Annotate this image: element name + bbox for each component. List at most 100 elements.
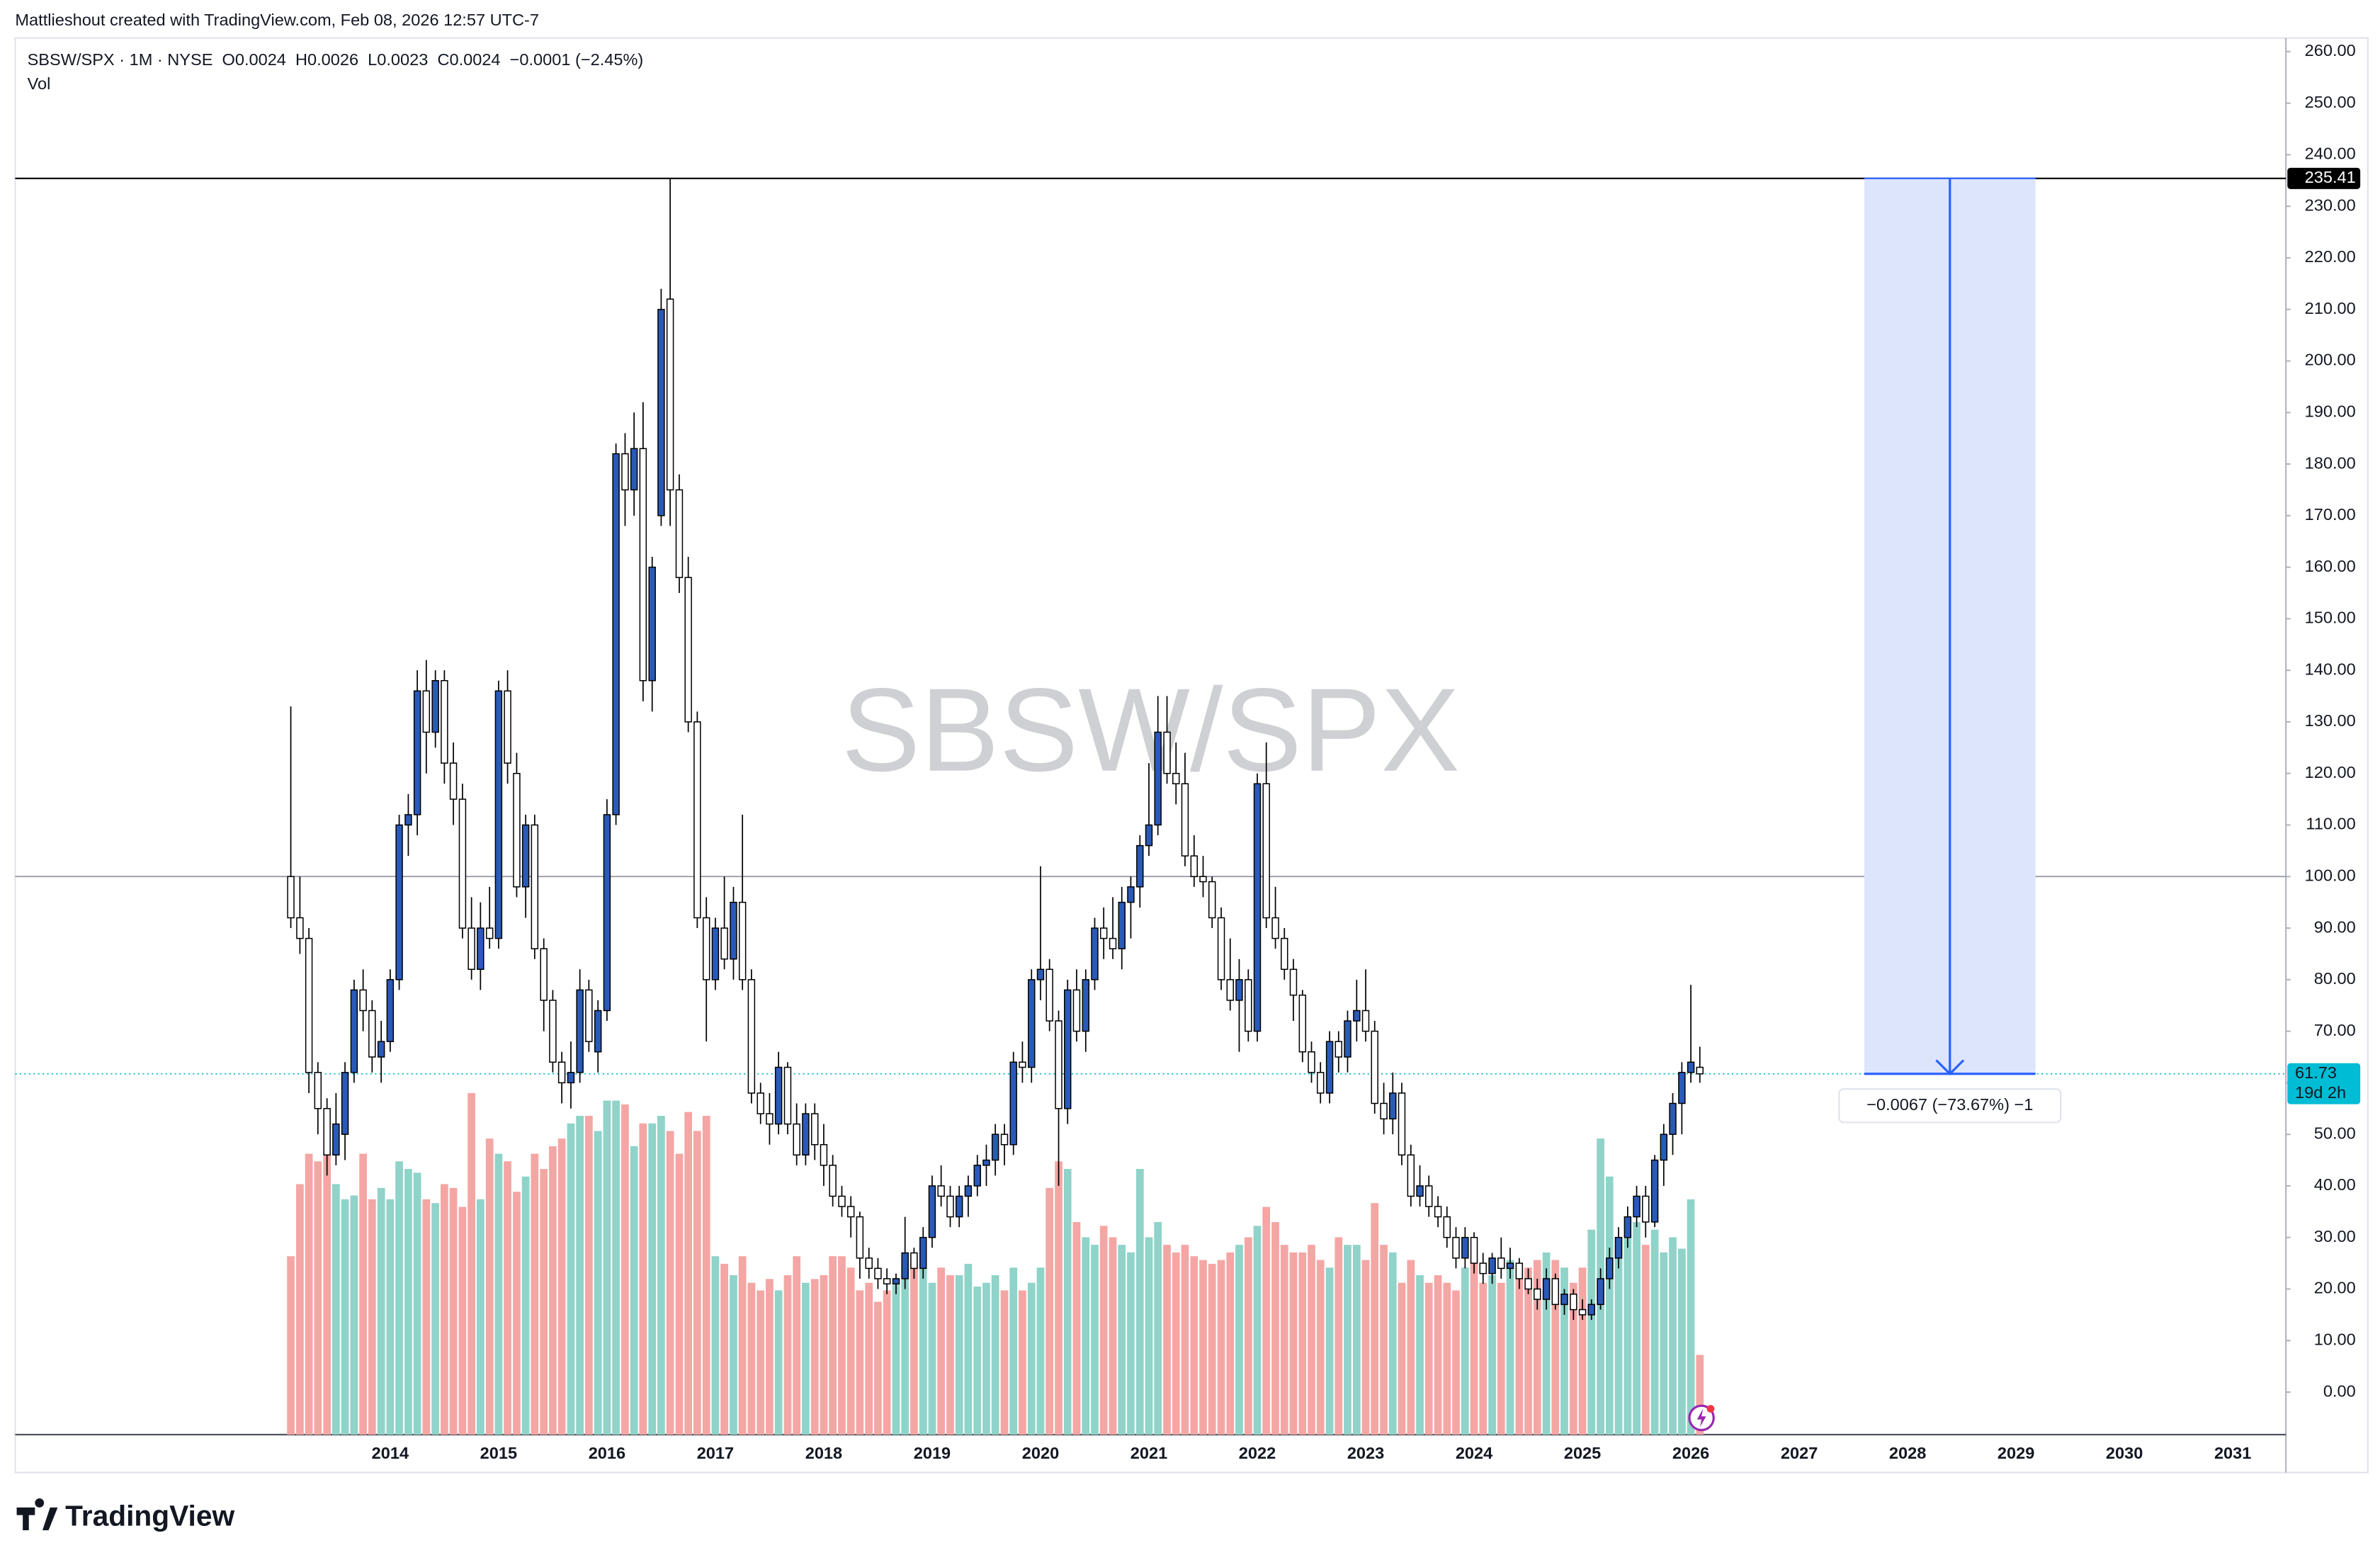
candle-body bbox=[458, 798, 467, 929]
candle-body bbox=[774, 1066, 783, 1125]
volume-bar bbox=[1479, 1282, 1488, 1435]
candle-body bbox=[494, 690, 503, 939]
candle-body bbox=[1624, 1216, 1632, 1238]
volume-bar bbox=[576, 1116, 584, 1435]
volume-bar bbox=[1506, 1260, 1514, 1435]
volume-bar bbox=[648, 1123, 657, 1435]
volume-bar bbox=[1624, 1237, 1632, 1435]
volume-bar bbox=[639, 1123, 647, 1435]
volume-bar bbox=[287, 1256, 295, 1435]
candle-body bbox=[1289, 968, 1298, 996]
candle-body bbox=[585, 989, 593, 1042]
candle-body bbox=[991, 1134, 999, 1161]
brand-logo: TradingView bbox=[16, 1498, 234, 1532]
candle-body bbox=[594, 1010, 602, 1053]
candle-body bbox=[1163, 731, 1171, 774]
candle-body bbox=[1072, 989, 1081, 1032]
volume-bar bbox=[1308, 1245, 1315, 1435]
volume-bar bbox=[1443, 1282, 1451, 1435]
high-price-label: 235.41 bbox=[2305, 168, 2356, 186]
symbol-legend: SBSW/SPX · 1M · NYSE O0.0024 H0.0026 L0.… bbox=[28, 50, 644, 69]
volume-bar bbox=[1398, 1282, 1406, 1435]
volume-bar bbox=[1424, 1282, 1433, 1435]
volume-bar bbox=[693, 1131, 701, 1435]
candle-body bbox=[937, 1185, 945, 1197]
volume-bar bbox=[1063, 1169, 1072, 1435]
volume-bar bbox=[612, 1100, 620, 1435]
volume-bar bbox=[919, 1267, 927, 1435]
candle-body bbox=[449, 762, 458, 800]
candle-body bbox=[1036, 968, 1045, 980]
volume-bar bbox=[1678, 1248, 1686, 1435]
volume-bar bbox=[1696, 1355, 1704, 1435]
volume-bar bbox=[1000, 1290, 1009, 1435]
y-tick-label: 260.00 bbox=[2305, 41, 2356, 60]
candle-body bbox=[1000, 1134, 1009, 1146]
candle-body bbox=[1479, 1262, 1487, 1274]
candle-body bbox=[576, 989, 584, 1073]
volume-bar bbox=[567, 1123, 575, 1435]
volume-bar bbox=[1154, 1222, 1162, 1435]
x-tick-label: 2031 bbox=[2214, 1444, 2251, 1462]
candle-body bbox=[1597, 1278, 1604, 1306]
x-tick-label: 2015 bbox=[480, 1444, 517, 1462]
candle-body bbox=[1028, 979, 1036, 1068]
candle-body bbox=[1262, 783, 1270, 919]
candle-body bbox=[811, 1113, 819, 1146]
y-tick-label: 180.00 bbox=[2305, 453, 2356, 472]
volume-bar bbox=[422, 1199, 431, 1435]
x-tick-label: 2019 bbox=[914, 1444, 951, 1462]
candle-body bbox=[1253, 783, 1262, 1032]
candle-body bbox=[1271, 917, 1279, 939]
volume-bar bbox=[504, 1161, 511, 1435]
volume-bar bbox=[675, 1153, 684, 1435]
candle-body bbox=[783, 1066, 792, 1125]
countdown-label: 19d 2h bbox=[2295, 1083, 2346, 1102]
volume-bar bbox=[1461, 1267, 1469, 1435]
volume-bar bbox=[1388, 1252, 1397, 1435]
volume-bar bbox=[1334, 1237, 1343, 1435]
candle-body bbox=[1642, 1195, 1650, 1223]
volume-bar bbox=[738, 1256, 747, 1435]
volume-bar bbox=[937, 1267, 946, 1435]
candle-body bbox=[910, 1252, 918, 1270]
candle-body bbox=[982, 1159, 990, 1166]
volume-bar bbox=[1633, 1222, 1640, 1435]
x-tick-label: 2021 bbox=[1130, 1444, 1167, 1462]
candle-body bbox=[730, 901, 737, 960]
candle-body bbox=[350, 989, 358, 1073]
volume-bar bbox=[657, 1116, 665, 1435]
candle-body bbox=[1578, 1309, 1587, 1316]
candle-body bbox=[1587, 1304, 1595, 1316]
candle-body bbox=[477, 927, 484, 971]
candle-body bbox=[919, 1236, 927, 1270]
volume-bar bbox=[1036, 1267, 1045, 1435]
volume-bar bbox=[1289, 1252, 1298, 1435]
volume-bar bbox=[928, 1282, 936, 1435]
candle-body bbox=[883, 1278, 891, 1284]
volume-bar bbox=[1009, 1267, 1018, 1435]
candle-body bbox=[1281, 937, 1288, 971]
volume-bar bbox=[720, 1263, 728, 1435]
candle-body bbox=[431, 679, 439, 733]
volume-bar bbox=[1316, 1260, 1325, 1435]
y-tick-label: 110.00 bbox=[2306, 815, 2355, 833]
candle-body bbox=[856, 1216, 864, 1259]
candle-body bbox=[901, 1252, 909, 1279]
volume-bar bbox=[341, 1199, 349, 1435]
candle-body bbox=[1425, 1185, 1433, 1207]
volume-bar bbox=[468, 1092, 475, 1435]
candle-body bbox=[1407, 1154, 1415, 1197]
candle-body bbox=[1235, 979, 1243, 1001]
volume-bar bbox=[1605, 1176, 1614, 1435]
volume-bar bbox=[973, 1287, 982, 1435]
candle-body bbox=[1019, 1061, 1026, 1068]
candle-body bbox=[1136, 844, 1144, 888]
volume-bar bbox=[1135, 1169, 1144, 1435]
candle-body bbox=[1181, 783, 1189, 857]
volume-bar bbox=[1587, 1229, 1596, 1435]
volume-bar bbox=[702, 1116, 710, 1435]
volume-bar bbox=[1524, 1267, 1532, 1435]
candle-body bbox=[504, 690, 511, 764]
